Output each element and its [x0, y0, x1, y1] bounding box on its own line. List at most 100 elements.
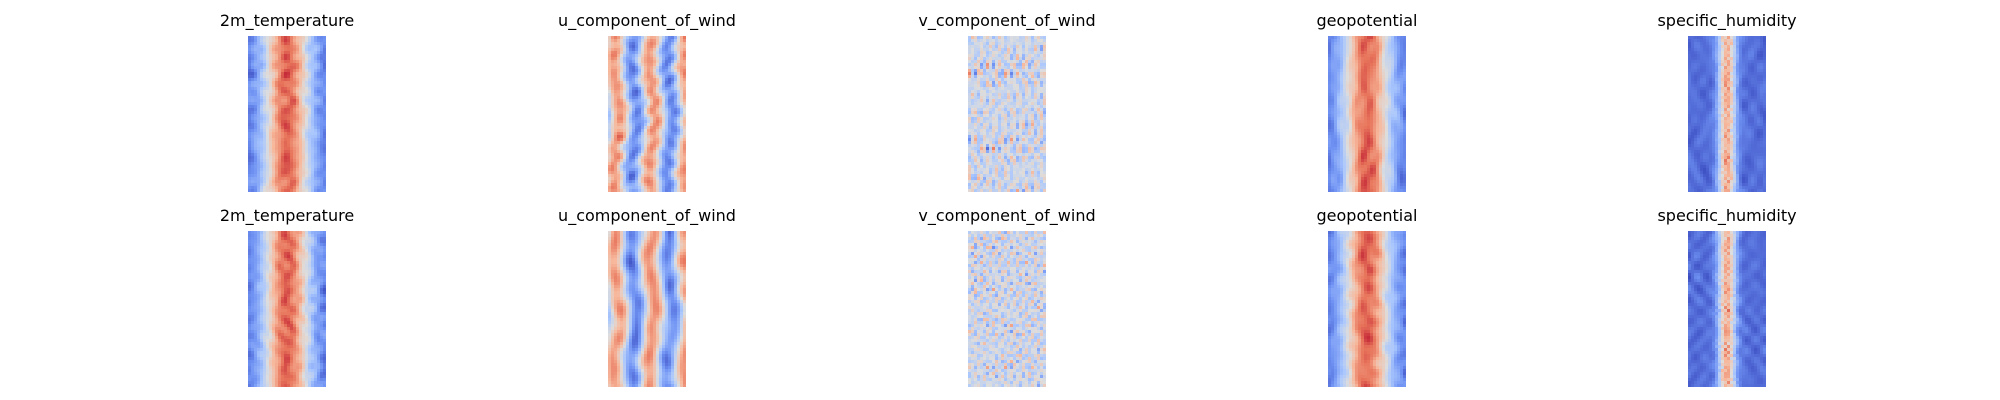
heatmap-cell: [266, 135, 270, 139]
heatmap-cell: [980, 186, 984, 190]
heatmap-cell: [269, 87, 273, 91]
heatmap-cell: [665, 42, 669, 46]
heatmap-cell: [284, 60, 288, 64]
heatmap-cell: [662, 87, 666, 91]
heatmap-cell: [1001, 135, 1005, 139]
heatmap-cell: [1343, 72, 1347, 76]
heatmap-cell: [266, 171, 270, 175]
heatmap-cell: [980, 114, 984, 118]
heatmap-cell: [683, 102, 686, 106]
heatmap-cell: [620, 105, 624, 109]
heatmap-cell: [989, 126, 993, 130]
heatmap-cell: [680, 51, 684, 55]
heatmap-cell: [1010, 135, 1014, 139]
heatmap-cell: [308, 108, 312, 112]
heatmap-cell: [644, 114, 648, 118]
heatmap-cell: [266, 87, 270, 91]
heatmap-cell: [992, 81, 996, 85]
heatmap-cell: [986, 75, 990, 79]
heatmap-cell: [317, 111, 321, 115]
heatmap-cell: [320, 75, 324, 79]
heatmap-cell: [998, 123, 1002, 127]
heatmap-cell: [266, 132, 270, 136]
heatmap-cell: [971, 150, 975, 154]
heatmap-cell: [1400, 51, 1404, 55]
heatmap-cell: [278, 156, 282, 160]
heatmap-cell: [659, 36, 663, 40]
heatmap-cell: [674, 87, 678, 91]
heatmap-cell: [650, 87, 654, 91]
heatmap-cell: [644, 168, 648, 172]
heatmap-cell: [653, 102, 657, 106]
heatmap-cell: [638, 117, 642, 121]
heatmap-cell: [1367, 114, 1371, 118]
heatmap-cell: [968, 81, 972, 85]
heatmap-cell: [980, 174, 984, 178]
heatmap-cell: [1373, 120, 1377, 124]
heatmap-cell: [680, 108, 684, 112]
heatmap-cell: [668, 117, 672, 121]
heatmap-cell: [284, 72, 288, 76]
heatmap-cell: [644, 96, 648, 100]
heatmap-cell: [1367, 123, 1371, 127]
heatmap-cell: [1016, 132, 1020, 136]
heatmap-cell: [1394, 93, 1398, 97]
heatmap-cell: [677, 108, 681, 112]
heatmap-cell: [305, 51, 309, 55]
heatmap-cell: [269, 150, 273, 154]
heatmap-cell: [1367, 135, 1371, 139]
heatmap-cell: [287, 75, 291, 79]
heatmap-cell: [1013, 162, 1017, 166]
heatmap-cell: [1349, 54, 1353, 58]
heatmap-cell: [275, 120, 279, 124]
heatmap-cell: [1400, 135, 1404, 139]
heatmap-cell: [1031, 99, 1035, 103]
heatmap-cell: [248, 138, 252, 142]
heatmap-cell: [986, 60, 990, 64]
heatmap-cell: [671, 159, 675, 163]
heatmap-cell: [1370, 54, 1374, 58]
heatmap-cell: [293, 45, 297, 49]
heatmap-cell: [638, 126, 642, 130]
heatmap-cell: [1025, 66, 1029, 70]
heatmap-cell: [290, 72, 294, 76]
heatmap-cell: [980, 168, 984, 172]
heatmap-cell: [1028, 129, 1032, 133]
heatmap-cell: [314, 168, 318, 172]
heatmap-cell: [320, 51, 324, 55]
heatmap-cell: [1034, 150, 1038, 154]
heatmap-cell: [647, 171, 651, 175]
heatmap-cell: [641, 90, 645, 94]
heatmap-cell: [680, 81, 684, 85]
heatmap-cell: [302, 153, 306, 157]
heatmap-cell: [1028, 42, 1032, 46]
heatmap-cell: [986, 144, 990, 148]
heatmap-cell: [1352, 78, 1356, 82]
heatmap-cell: [275, 87, 279, 91]
heatmap-cell: [323, 132, 326, 136]
heatmap-cell: [1334, 60, 1338, 64]
heatmap-cell: [257, 51, 261, 55]
heatmap-cell: [629, 66, 633, 70]
heatmap-cell: [662, 39, 666, 43]
heatmap-cell: [1028, 45, 1032, 49]
heatmap-cell: [1025, 90, 1029, 94]
heatmap-cell: [659, 156, 663, 160]
heatmap-cell: [629, 129, 633, 133]
heatmap-cell: [1376, 57, 1380, 61]
heatmap-cell: [992, 84, 996, 88]
heatmap-cell: [299, 120, 303, 124]
heatmap-cell: [1394, 36, 1398, 40]
heatmap-cell: [287, 180, 291, 184]
heatmap-cell: [1334, 108, 1338, 112]
heatmap-cell: [635, 174, 639, 178]
heatmap-cell: [1028, 66, 1032, 70]
heatmap-cell: [656, 153, 660, 157]
heatmap-cell: [635, 120, 639, 124]
heatmap-cell: [323, 66, 326, 70]
heatmap-cell: [305, 78, 309, 82]
heatmap-cell: [665, 63, 669, 67]
heatmap-cell: [608, 165, 612, 169]
heatmap-cell: [677, 90, 681, 94]
heatmap-cell: [641, 102, 645, 106]
